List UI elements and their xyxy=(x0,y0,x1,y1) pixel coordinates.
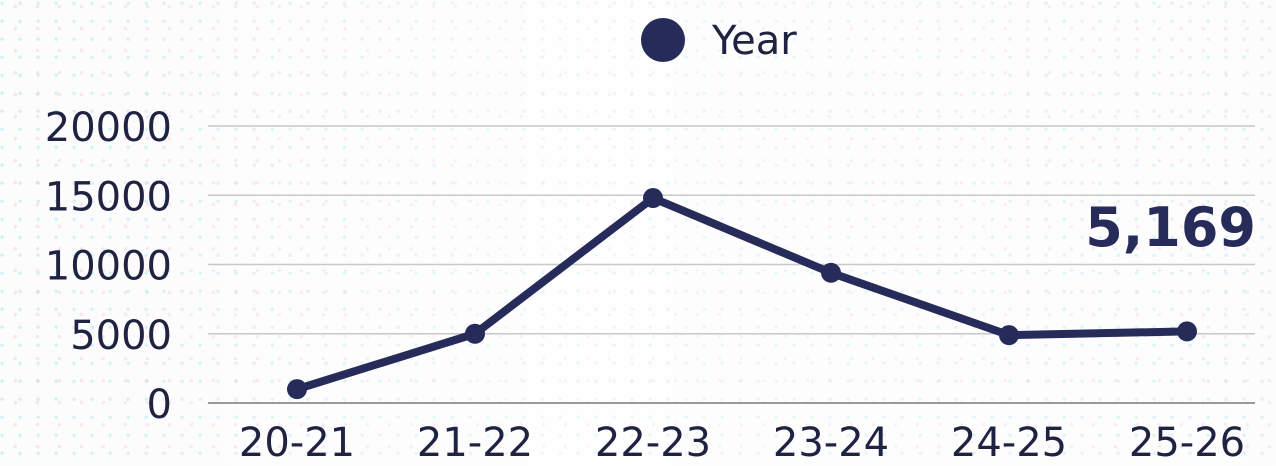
data-point-24-25 xyxy=(999,325,1019,346)
x-axis-ticks: 20-21 21-22 22-23 23-24 24-25 25-26 xyxy=(239,420,1245,466)
gridlines xyxy=(208,125,1255,404)
x-tick-label-22-23: 22-23 xyxy=(595,420,711,466)
last-value-annotation: 5,169 xyxy=(1085,196,1256,259)
data-point-23-24 xyxy=(821,262,841,283)
x-tick-label-20-21: 20-21 xyxy=(239,420,355,466)
legend-marker-year xyxy=(641,18,685,62)
y-tick-label-20000: 20000 xyxy=(45,105,172,151)
data-point-22-23 xyxy=(643,188,663,209)
legend-label-year: Year xyxy=(711,18,797,64)
y-tick-label-15000: 15000 xyxy=(45,174,172,220)
y-axis-ticks: 0 5000 10000 15000 20000 xyxy=(45,105,172,428)
data-point-20-21 xyxy=(287,379,307,400)
y-tick-label-5000: 5000 xyxy=(70,313,172,359)
data-point-21-22 xyxy=(465,323,485,344)
x-tick-label-23-24: 23-24 xyxy=(773,420,889,466)
series-year xyxy=(287,188,1197,400)
y-tick-label-0: 0 xyxy=(147,382,172,428)
x-tick-label-25-26: 25-26 xyxy=(1129,420,1245,466)
data-point-25-26 xyxy=(1177,321,1197,342)
legend: Year xyxy=(641,18,797,64)
y-tick-label-10000: 10000 xyxy=(45,244,172,290)
series-line-year xyxy=(293,194,1191,394)
x-tick-label-21-22: 21-22 xyxy=(417,420,533,466)
x-tick-label-24-25: 24-25 xyxy=(951,420,1067,466)
